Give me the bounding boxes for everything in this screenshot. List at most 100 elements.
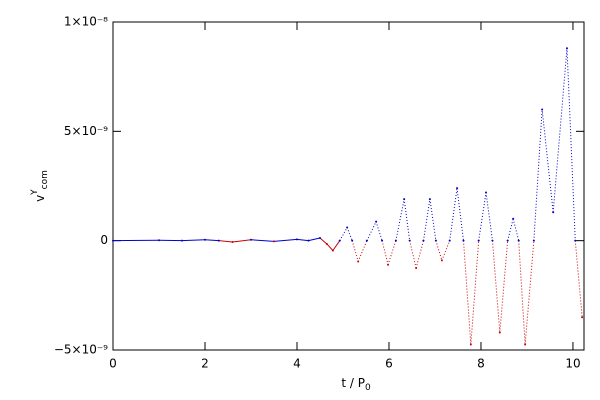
signal-point (574, 239, 577, 242)
signal-segment (232, 239, 252, 243)
signal-segment (441, 240, 451, 261)
x-tick-label: 10 (565, 357, 580, 371)
y-tick-label: 5×10⁻⁹ (64, 124, 108, 138)
signal-point (295, 238, 298, 241)
signal-segment (357, 240, 368, 262)
signal-point (403, 198, 406, 201)
signal-point (565, 47, 568, 50)
plot-frame (112, 21, 585, 351)
signal-point (381, 239, 384, 242)
signal-point (541, 108, 544, 111)
signal-segment (499, 240, 509, 333)
signal-segment (541, 109, 554, 213)
y-axis-label: vYcom (30, 170, 50, 202)
x-axis-label: t / P0 (341, 376, 371, 393)
signal-segment (449, 188, 458, 241)
signal-point (477, 239, 480, 242)
signal-segment (491, 240, 501, 333)
signal-segment (435, 240, 443, 261)
signal-segment (218, 240, 233, 243)
signal-point (394, 239, 397, 242)
signal-segment (507, 218, 514, 241)
signal-point (440, 259, 443, 262)
signal-segment (375, 221, 383, 241)
signal-point (428, 198, 431, 201)
signal-point (387, 263, 390, 266)
signal-segment (296, 238, 309, 242)
signal-segment (308, 237, 321, 242)
signal-segment (518, 240, 526, 345)
signal-point (365, 239, 368, 242)
signal-point (325, 242, 328, 245)
signal-segment (566, 48, 576, 241)
signal-segment (470, 240, 480, 345)
signal-segment (204, 239, 219, 242)
signal-point (448, 239, 451, 242)
signal-segment (429, 199, 437, 241)
signal-point (415, 267, 418, 269)
signal-point (532, 239, 535, 242)
x-tick-label: 6 (385, 357, 393, 371)
signal-point (469, 343, 472, 346)
signal-point (498, 331, 501, 334)
signal-segment (319, 237, 328, 245)
signal-segment (403, 199, 411, 241)
signal-point (408, 239, 411, 242)
signal-segment (181, 239, 206, 242)
signal-point (524, 343, 527, 346)
signal-segment (456, 188, 464, 241)
signal-point (249, 238, 252, 241)
signal-point (552, 211, 555, 214)
signal-point (581, 316, 584, 319)
signal-segment (409, 240, 417, 269)
signal-segment (415, 240, 424, 269)
y-tick-label: 0 (100, 233, 108, 247)
signal-point (434, 239, 437, 242)
signal-segment (462, 240, 472, 345)
signal-point (351, 239, 354, 242)
signal-segment (332, 240, 341, 251)
signal-point (422, 239, 425, 242)
signal-point (491, 239, 494, 242)
x-tick-label: 0 (109, 357, 117, 371)
signal-point (506, 239, 509, 242)
signal-point (346, 226, 349, 229)
signal-point (157, 239, 160, 242)
signal-segment (250, 239, 275, 242)
signal-segment (552, 48, 568, 213)
signal-segment (512, 218, 520, 241)
signal-point (357, 260, 360, 263)
signal-point (307, 239, 310, 242)
signal-point (331, 249, 334, 252)
signal-point (180, 239, 183, 242)
signal-point (517, 239, 520, 242)
signal-point (512, 217, 515, 220)
signal-segment (485, 192, 493, 241)
signal-point (203, 238, 206, 241)
signal-segment (395, 199, 405, 241)
x-tick-label: 4 (293, 357, 301, 371)
signal-point (318, 237, 321, 240)
signal-segment (478, 192, 487, 241)
signal-point (462, 239, 465, 242)
signal-point (112, 239, 114, 242)
signal-segment (387, 240, 397, 265)
signal-point (456, 187, 459, 190)
signal-point (375, 220, 378, 223)
signal-segment (381, 240, 389, 265)
signal-segment (339, 227, 348, 241)
y-tick-label: 1×10⁻⁸ (64, 15, 108, 29)
signal-segment (273, 238, 298, 242)
signal-point (272, 240, 275, 243)
signal-point (338, 239, 341, 242)
signal-point (231, 240, 234, 243)
signal-segment (574, 240, 583, 318)
signal-segment (326, 243, 334, 251)
signal-segment (524, 240, 535, 345)
x-tick-label: 2 (201, 357, 209, 371)
signal-segment (351, 240, 359, 262)
signal-segment (366, 221, 377, 241)
signal-segment (422, 199, 431, 241)
y-tick-label: −5×10⁻⁹ (54, 343, 108, 357)
signal-segment (533, 109, 543, 241)
